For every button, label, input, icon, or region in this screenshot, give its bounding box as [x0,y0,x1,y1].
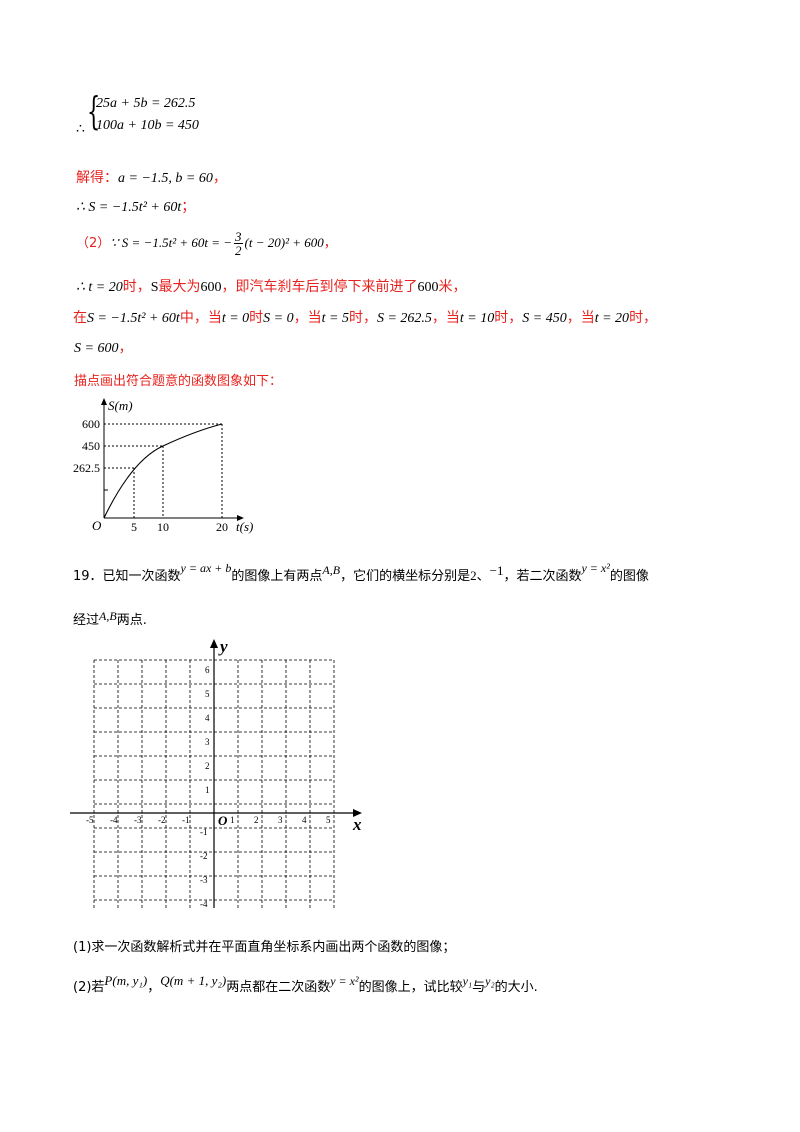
therefore-symbol: ∴ [76,122,85,137]
last-value-line: S = 600， [74,340,133,356]
y-axis-label: y [218,637,228,656]
graph1-ylabel: S(m) [108,398,133,413]
formula-line: ∴ S = −1.5t² + 60t； [76,199,196,215]
x-tick-label: 2 [254,815,259,825]
y-tick-label: 2 [205,761,210,771]
graph1-origin: O [92,518,102,533]
question-19-line1: 19．已知一次函数y = ax + b的图像上有两点A,B，它们的横坐标分别是2… [73,561,649,584]
sub-question-2: (2)若P(m, y₁)，Q(m + 1, y₂)两点都在二次函数y = x²的… [73,973,538,995]
system-brace: { [87,89,101,133]
graph1-ytick-450: 450 [82,439,100,453]
coordinate-grid: x y O -5 -4 -3 -2 -1 1 2 3 4 5 1 2 3 4 5 6 -1 -2 -3 -4 [70,637,362,909]
graph1-xtick-5: 5 [131,520,137,534]
graph1-xtick-20: 20 [216,520,228,534]
values-line: 在S = −1.5t² + 60t中，当t = 0时S = 0，当t = 5时，… [73,310,658,326]
sub-question-1: (1)求一次函数解析式并在平面直角坐标系内画出两个函数的图像； [73,940,456,955]
y-tick-label: 4 [205,713,210,723]
part2-label: （2） [76,236,111,251]
x-tick-label: 5 [326,815,331,825]
distance-time-graph: S(m) 600 450 262.5 O 5 10 20 t(s) [73,398,253,534]
y-tick-label: -2 [200,851,208,861]
plot-intro: 描点画出符合题意的函数图象如下： [74,374,283,389]
graph1-x-arrow [237,515,244,521]
x-tick-label: 1 [230,815,235,825]
y-tick-label: 3 [205,737,210,747]
distance-curve [103,423,223,519]
y-tick-label: -1 [200,827,208,837]
y-tick-label: -3 [200,875,208,885]
x-tick-label: 3 [278,815,283,825]
y-tick-label: 6 [205,665,210,675]
graph1-xtick-10: 10 [157,520,169,534]
solve-line: 解得：a = −1.5, b = 60， [76,170,227,186]
part2-line: （2）∵ S = −1.5t² + 60t = −3 2 (t − 20)² + 6… [76,229,337,258]
x-tick-label: -4 [110,815,118,825]
graph1-y-arrow [101,398,107,405]
question-19-line2: 经过A,B两点. [73,609,147,628]
grid-tick-labels: -5 -4 -3 -2 -1 1 2 3 4 5 1 2 3 4 5 6 -1 -2 -3 -4 [86,665,331,909]
x-tick-label: -1 [182,815,190,825]
x-axis-arrow [353,809,362,817]
y-axis-arrow [210,639,218,648]
graph1-ytick-262: 262.5 [73,461,100,475]
formula-text: ∴ S = −1.5t² + 60t [76,200,182,215]
equation-1: 25a + 5b = 262.5 [96,96,196,111]
y-tick-label: 1 [205,785,210,795]
grid-origin: O [218,813,228,828]
x-tick-label: 4 [302,815,307,825]
equation-2: 100a + 10b = 450 [96,118,199,133]
y-tick-label: 5 [205,689,210,699]
graph1-ytick-600: 600 [82,417,100,431]
x-tick-label: -3 [134,815,142,825]
solve-result: a = −1.5, b = 60 [118,171,213,186]
x-tick-label: -2 [158,815,166,825]
max-line: ∴ t = 20时，S最大为600，即汽车刹车后到停下来前进了600米， [76,279,467,295]
solve-label: 解得： [76,170,118,186]
y-tick-label: -4 [200,899,208,909]
question-number: 19．已知一次函数 [73,569,181,584]
graph1-xlabel: t(s) [236,519,253,534]
x-tick-label: -5 [86,815,94,825]
x-axis-label: x [352,815,362,834]
